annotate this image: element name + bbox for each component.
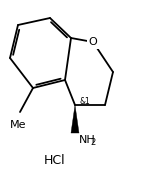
- Text: O: O: [89, 37, 97, 47]
- Text: Me: Me: [10, 120, 26, 130]
- Text: 2: 2: [90, 138, 95, 147]
- Text: NH: NH: [79, 135, 96, 145]
- Text: &1: &1: [80, 97, 91, 106]
- Polygon shape: [71, 105, 79, 133]
- Text: HCl: HCl: [44, 153, 66, 167]
